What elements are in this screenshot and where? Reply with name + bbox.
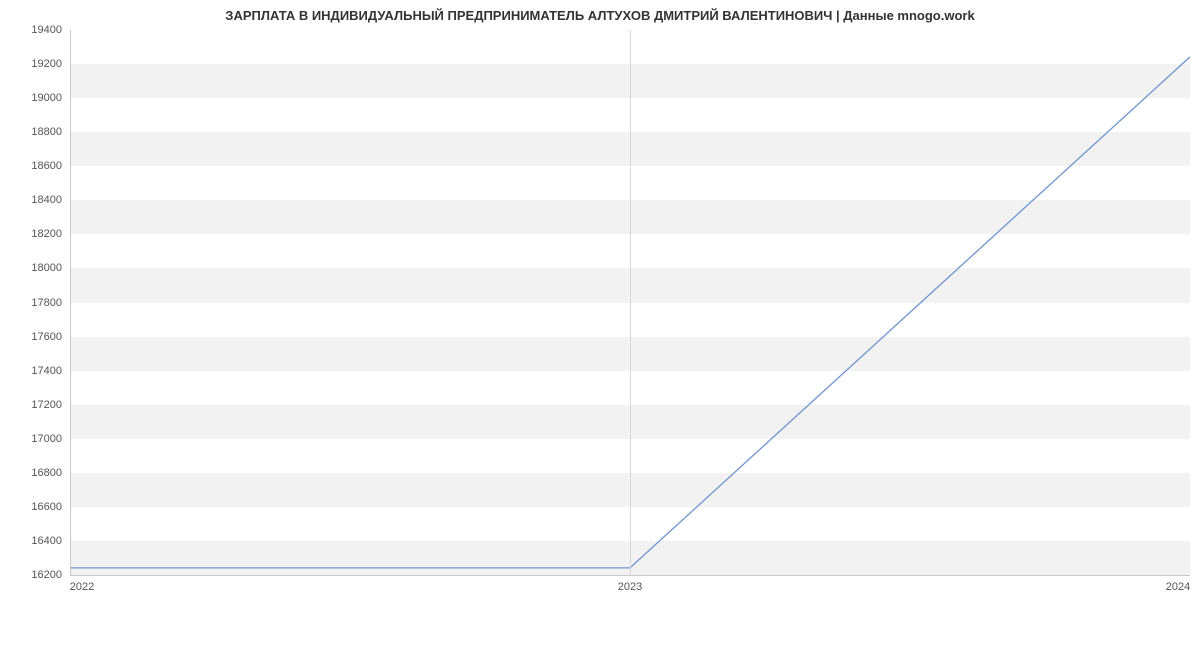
y-tick-label: 16200	[22, 569, 62, 581]
y-tick-label: 18400	[22, 194, 62, 206]
y-tick-label: 16800	[22, 467, 62, 479]
x-tick-label: 2023	[618, 581, 642, 593]
y-tick-label: 18200	[22, 228, 62, 240]
salary-chart: ЗАРПЛАТА В ИНДИВИДУАЛЬНЫЙ ПРЕДПРИНИМАТЕЛ…	[0, 0, 1200, 650]
y-tick-label: 19400	[22, 24, 62, 36]
y-tick-label: 17000	[22, 433, 62, 445]
y-tick-label: 17800	[22, 297, 62, 309]
y-tick-label: 19200	[22, 58, 62, 70]
plot-area: 1620016400166001680017000172001740017600…	[70, 30, 1190, 575]
y-tick-label: 17600	[22, 331, 62, 343]
x-tick-label: 2022	[70, 581, 94, 593]
y-tick-label: 18800	[22, 126, 62, 138]
y-tick-label: 18600	[22, 160, 62, 172]
x-tick-label: 2024	[1166, 581, 1190, 593]
chart-title: ЗАРПЛАТА В ИНДИВИДУАЛЬНЫЙ ПРЕДПРИНИМАТЕЛ…	[0, 8, 1200, 23]
x-axis-line	[70, 575, 1190, 576]
y-tick-label: 19000	[22, 92, 62, 104]
y-tick-label: 17400	[22, 365, 62, 377]
y-tick-label: 18000	[22, 262, 62, 274]
y-axis-line	[70, 30, 71, 575]
y-tick-label: 16600	[22, 501, 62, 513]
x-gridline	[630, 30, 631, 575]
y-tick-label: 17200	[22, 399, 62, 411]
y-tick-label: 16400	[22, 535, 62, 547]
